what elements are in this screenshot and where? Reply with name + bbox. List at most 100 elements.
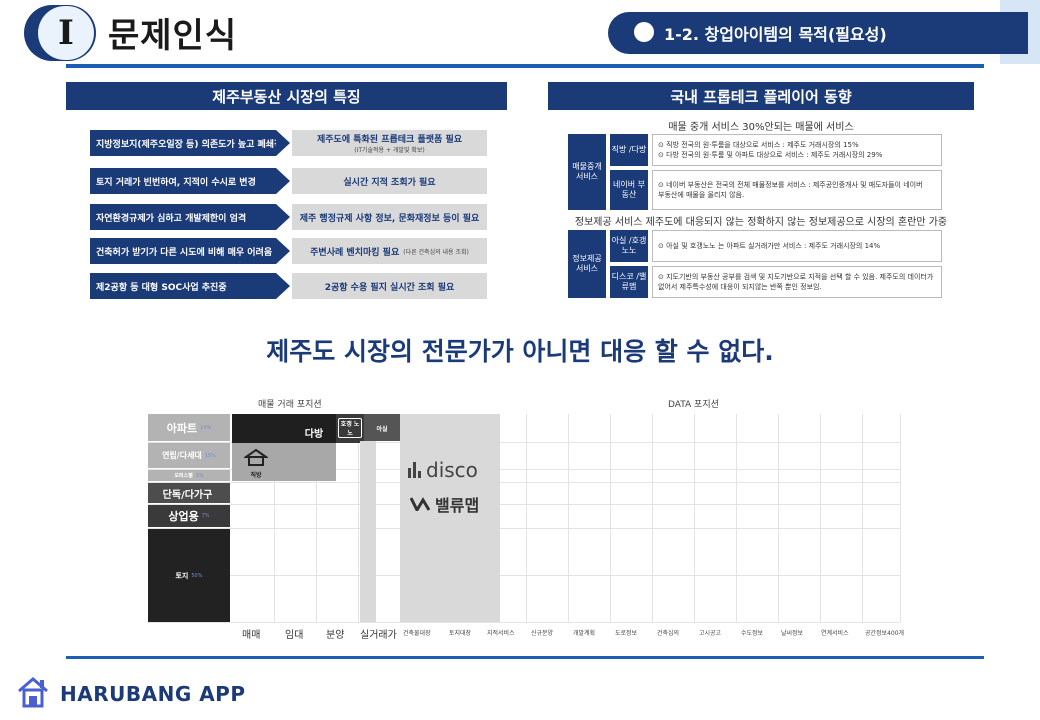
grid-line: [900, 414, 901, 622]
dabang-logo: 다방: [304, 428, 324, 440]
y-category-pct: 7%: [201, 513, 210, 519]
player-description: ⊙ 아실 및 호갱노노 는 아파트 실거래가만 서비스 : 제주도 거래시장의 …: [652, 230, 942, 262]
player-name: 아실 /호갱노노: [610, 230, 648, 262]
valuemap-label: 밸류맵: [435, 496, 480, 515]
y-category-pct: 1%: [195, 472, 204, 479]
y-category-label: 오피스텔: [174, 473, 193, 479]
y-category-commercial: 상업용 7%: [148, 505, 230, 527]
jikbang-logo: 직방: [242, 448, 270, 479]
x-label: 실거래가: [360, 630, 397, 641]
y-category-label: 상업용: [168, 510, 199, 523]
disco-valuemap-coverage: [400, 414, 500, 622]
y-category-pct: 15%: [204, 452, 216, 459]
issue-label: 제2공항 등 대형 SOC사업 추진중: [90, 273, 276, 299]
x-label: 공간정보400개: [865, 630, 905, 637]
need-text: 2공항 수용 필지 실시간 조회 필요: [324, 282, 455, 293]
issue-label: 지방정보지(제주오일장 등) 의존도가 높고 폐쇄적: [90, 130, 276, 156]
need-text: 제주도에 특화된 프롭테크 플랫폼 필요: [316, 135, 462, 145]
grid-line: [148, 442, 900, 443]
need-text: 실시간 지적 조회가 필요: [343, 177, 436, 188]
x-label: 지적서비스: [487, 630, 515, 637]
arrow-right-icon: [276, 273, 290, 299]
y-category-label: 연립/다세대: [162, 451, 202, 460]
y-category-land: 토지 50%: [148, 529, 230, 622]
x-label: 분양: [326, 630, 345, 641]
issue-label: 자연환경규제가 심하고 개발제한이 엄격: [90, 204, 276, 230]
y-category-apartment: 아파트 14%: [148, 414, 230, 441]
grid-line: [274, 414, 275, 622]
x-label: 토지대장: [449, 630, 472, 637]
need-label: 제주 행정규제 사항 정보, 문화재정보 등이 필요: [292, 204, 487, 230]
x-label: 임대: [285, 630, 304, 641]
x-label: 신규분양: [531, 630, 554, 637]
left-panel-title: 제주부동산 시장의 특징: [66, 82, 507, 110]
need-note: (다른 건축심의 내용 조회): [403, 248, 469, 256]
grid-line: [820, 414, 821, 622]
asil-logo: 아실: [376, 425, 388, 433]
grid-line: [568, 414, 569, 622]
description-line: 없어서 제주특수성에 대응이 되지않는 반쪽 뿐인 정보임.: [658, 283, 822, 291]
need-text: 제주 행정규제 사항 정보, 문화재정보 등이 필요: [299, 213, 480, 224]
data-position-label: DATA 포지션: [668, 400, 719, 410]
grid-line: [694, 414, 695, 622]
y-category-pct: 50%: [191, 572, 203, 579]
y-category-officetel: 오피스텔 1%: [148, 470, 230, 481]
y-category-villa: 연립/다세대 15%: [148, 443, 230, 468]
arrow-right-icon: [276, 238, 290, 264]
grid-line: [316, 414, 317, 622]
need-label: 주변사례 벤치마킹 필요 (다른 건축심의 내용 조회): [292, 238, 487, 264]
player-description: ⊙ 지도기반의 부동산 공부를 검색 및 지도기반으로 지적을 선택 할 수 있…: [652, 266, 942, 298]
x-label: 연계서비스: [821, 630, 849, 637]
grid-line: [652, 414, 653, 622]
description-line: 부동산에 매물을 올리지 않음.: [658, 191, 745, 199]
need-label: 2공항 수용 필지 실시간 조회 필요: [292, 273, 487, 299]
issue-label: 건축허가 받기가 다른 시도에 비해 매우 어려움: [90, 238, 276, 264]
grid-line: [778, 414, 779, 622]
trade-position-label: 매물 거래 포지션: [258, 400, 322, 410]
grid-line: [148, 469, 900, 470]
issue-label: 토지 거래가 빈번하여, 지적이 수시로 변경: [90, 168, 276, 194]
player-name: 디스코 /밸류맵: [610, 266, 648, 298]
grid-line: [148, 528, 900, 529]
description-line: ⊙ 다방 전국의 원·투룸 및 아파트 대상으로 서비스 : 제주도 거래시장의…: [658, 151, 883, 159]
y-category-label: 토지: [175, 571, 189, 580]
need-note: (IT기술적용 + 개발및 확보): [354, 147, 425, 154]
harubang-house-icon: [18, 677, 48, 708]
hogang-logo: 호갱 노노: [338, 418, 362, 438]
subtitle: 1-2. 창업아이템의 목적(필요성): [664, 25, 887, 44]
brokerage-heading: 매물 중개 서비스 30%안되는 매물에 서비스: [668, 122, 854, 133]
x-label: 개발계획: [573, 630, 596, 637]
x-label: 수도정보: [741, 630, 764, 637]
grid-line: [610, 414, 611, 622]
x-label: 매매: [242, 630, 261, 641]
information-category: 정보제공 서비스: [568, 230, 606, 298]
y-category-pct: 14%: [200, 424, 212, 431]
valuemap-mark-icon: [410, 497, 431, 511]
need-label: 제주도에 특화된 프롭테크 플랫폼 필요 (IT기술적용 + 개발및 확보): [292, 130, 487, 156]
x-label: 건축물대장: [403, 630, 431, 637]
grid-line: [148, 575, 900, 576]
arrow-right-icon: [276, 168, 290, 194]
footer-divider: [66, 656, 984, 659]
description-line: ⊙ 직방 전국의 원·투룸을 대상으로 서비스 : 제주도 거래시장의 15%: [658, 140, 859, 149]
asil-realprice-column: [360, 441, 376, 622]
arrow-right-icon: [276, 204, 290, 230]
asil-coverage: [364, 414, 400, 441]
description-line: ⊙ 지도기반의 부동산 공부를 검색 및 지도기반으로 지적을 선택 할 수 있…: [658, 272, 934, 281]
jikbang-label: 직방: [250, 472, 262, 479]
player-description: ⊙ 직방 전국의 원·투룸을 대상으로 서비스 : 제주도 거래시장의 15% …: [652, 134, 942, 166]
description-line: ⊙ 아실 및 호갱노노 는 아파트 실거래가만 서비스 : 제주도 거래시장의 …: [658, 241, 881, 250]
brokerage-category: 매물중개 서비스: [568, 134, 606, 210]
x-label: 도로정보: [615, 630, 638, 637]
grid-line: [148, 622, 900, 623]
bullet-dot-icon: [634, 22, 654, 42]
section-title: 문제인식: [108, 16, 238, 56]
y-category-house: 단독/다가구: [148, 483, 230, 503]
grid-line: [526, 414, 527, 622]
grid-line: [148, 504, 900, 505]
headline: 제주도 시장의 전문가가 아니면 대응 할 수 없다.: [266, 337, 774, 366]
grid-line: [358, 414, 359, 622]
valuemap-logo: 밸류맵: [410, 492, 479, 516]
x-label: 고시공고: [699, 630, 722, 637]
subtitle-pill: [608, 12, 1028, 54]
